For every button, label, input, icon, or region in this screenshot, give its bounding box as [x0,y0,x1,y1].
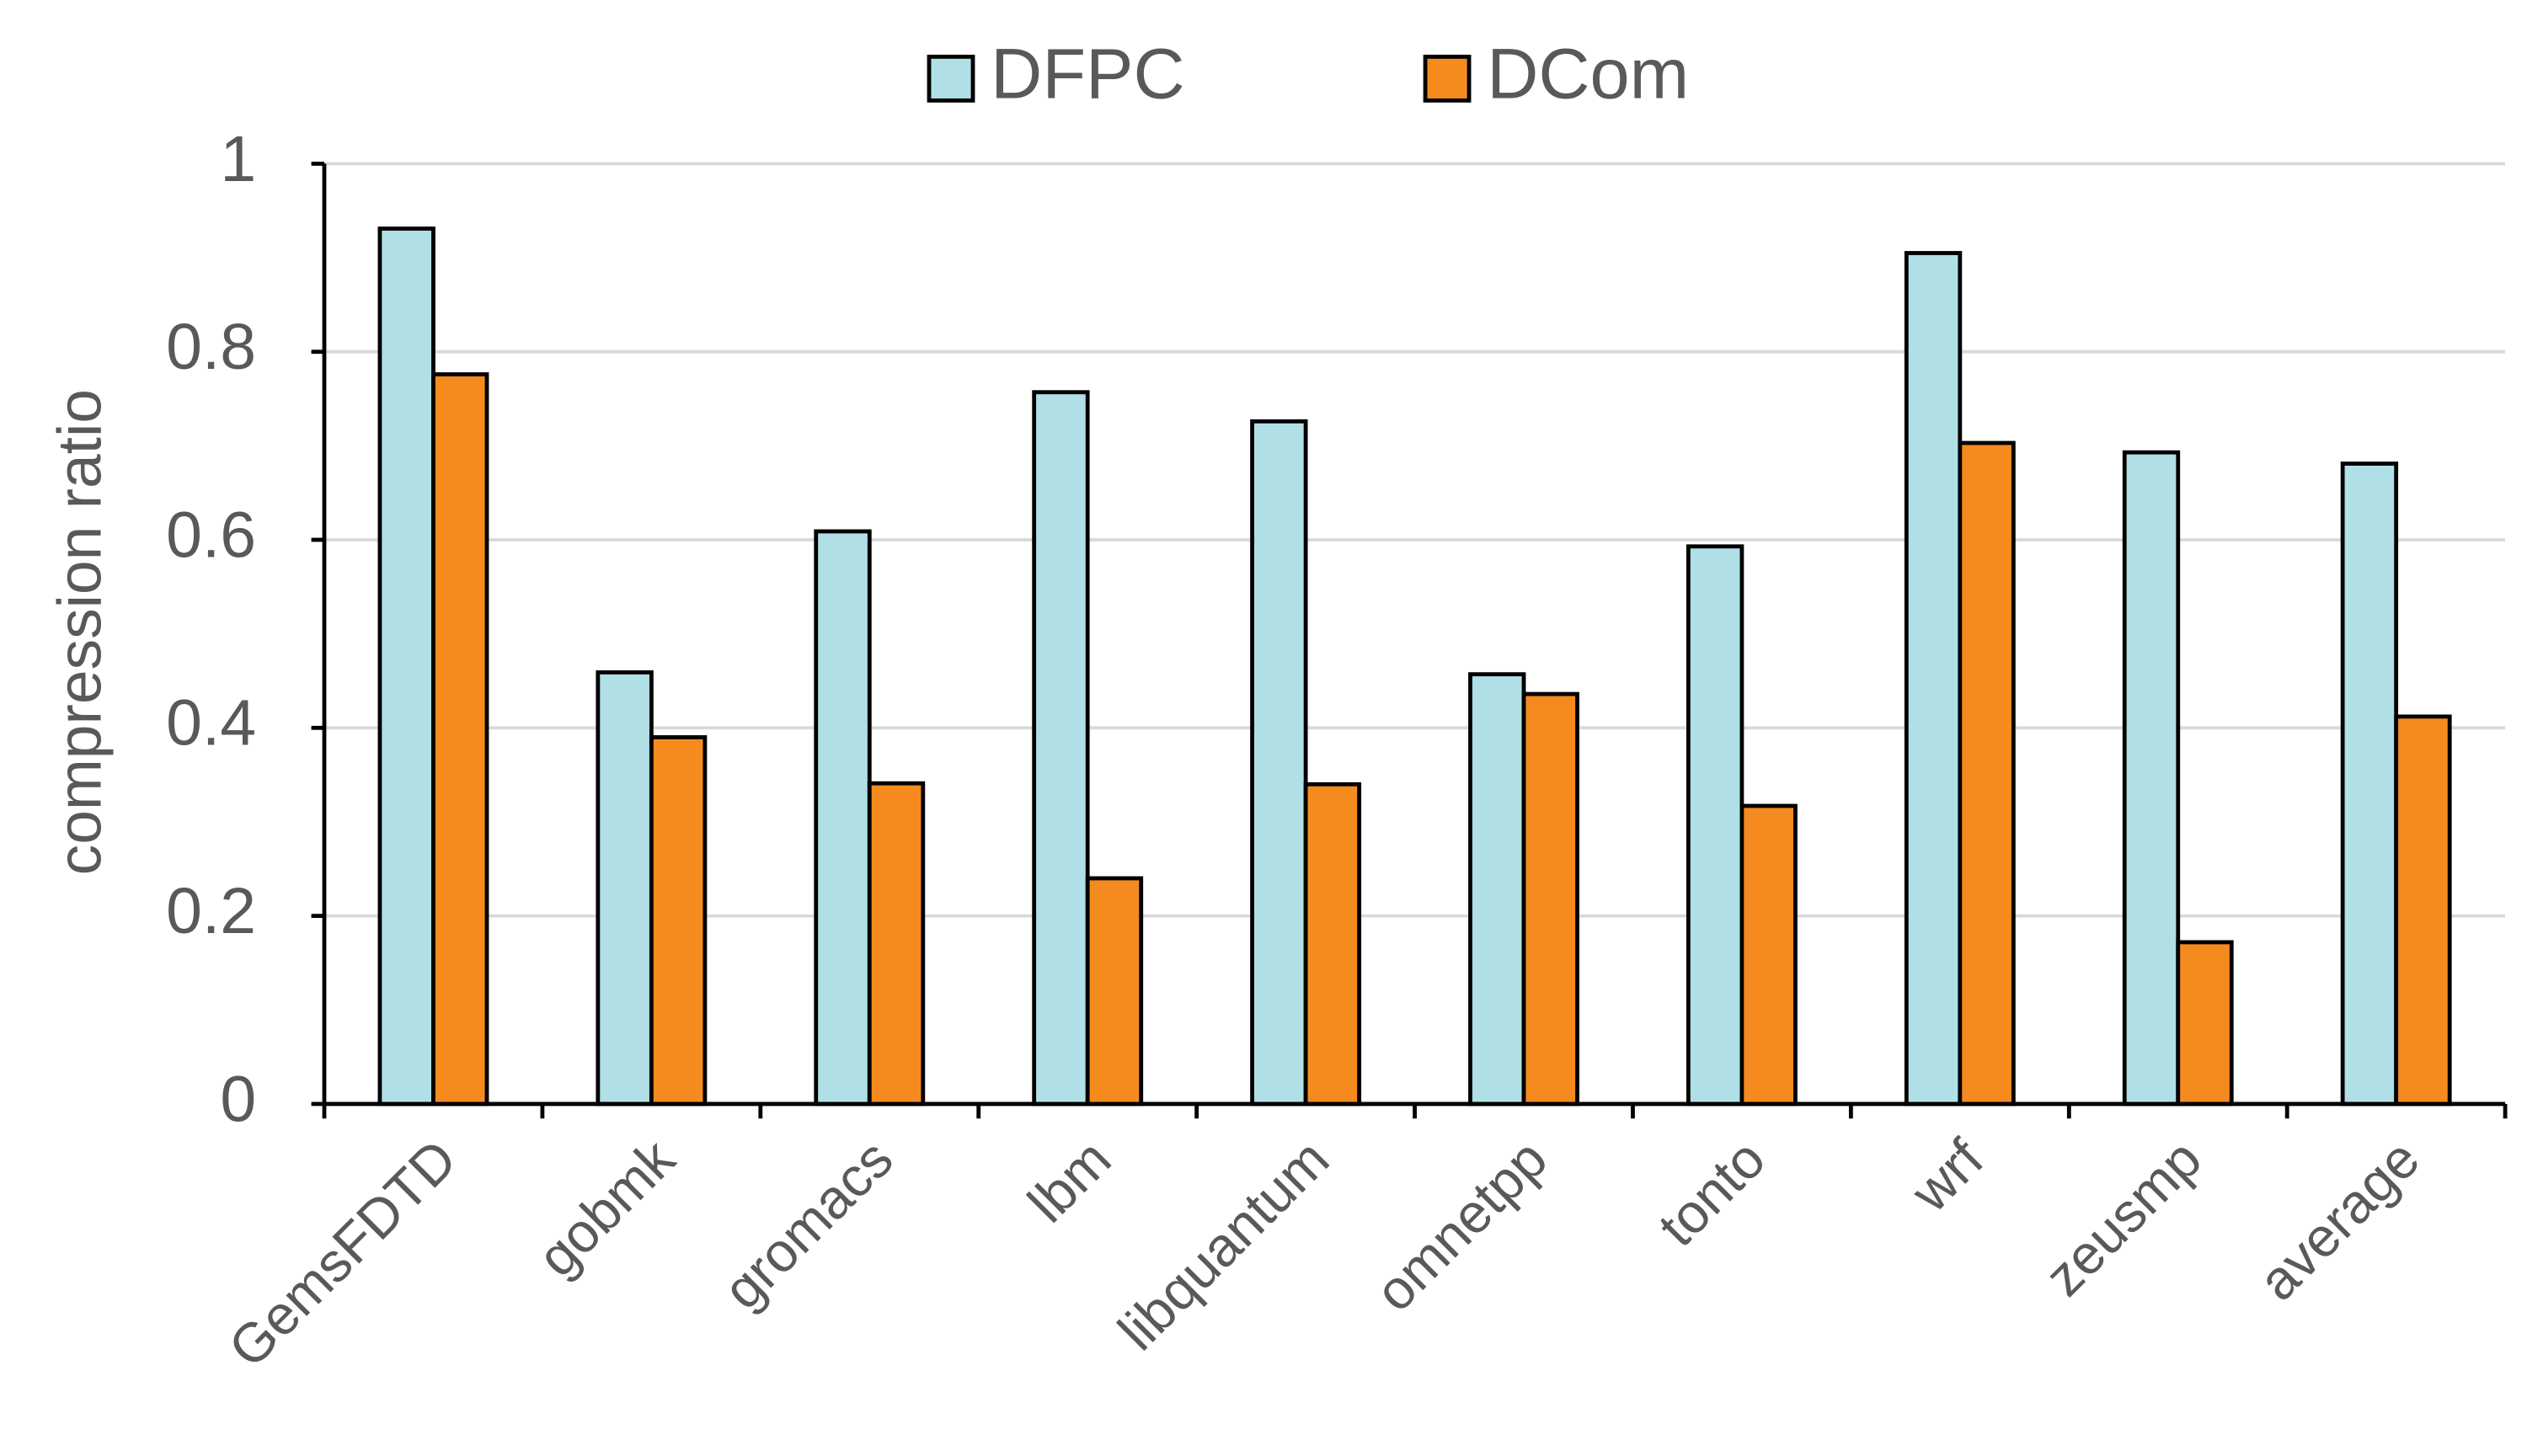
bar [2176,940,2234,1107]
y-axis-label: compression ratio [45,389,114,875]
bar [596,670,654,1107]
bar [377,227,435,1107]
x-tick-label: zeusmp [2033,1128,2213,1308]
bar [1739,803,1798,1107]
bar [2394,714,2452,1107]
bar [649,735,708,1107]
plot: compression ratio 0 0.2 0.4 0.6 0.8 1 GemsFDTD… [45,34,2508,1379]
y-tick-label: 0.4 [166,687,256,760]
y-tick-label: 1 [220,123,256,195]
bar [431,372,489,1107]
legend-label: DFPC [991,34,1185,114]
x-tick-label: GemsFDTD [216,1128,467,1379]
x-tick-label: average [2246,1128,2431,1312]
bar [1958,440,2016,1107]
x-tick-label: gobmk [526,1128,687,1288]
x-tick-label: gromacs [712,1128,905,1320]
x-tick-label: tonto [1647,1128,1777,1258]
bar [1521,691,1579,1107]
bar [1032,390,1090,1107]
bar [867,781,926,1107]
bar [1468,672,1526,1107]
legend-label: DCom [1487,34,1689,114]
bar [1303,781,1362,1107]
y-tick-label: 0.8 [166,311,256,383]
x-tick-label: libquantum [1106,1128,1340,1362]
legend-swatch [1423,54,1472,103]
x-tick-label: wrf [1899,1128,1995,1224]
x-tick-label: lbm [1016,1128,1122,1234]
bar [2340,461,2399,1107]
bar [1085,876,1144,1107]
y-tick-label: 0.2 [166,875,256,947]
y-tick-label: 0.6 [166,499,256,571]
bar [1686,544,1744,1107]
y-tick-label: 0 [220,1063,256,1135]
bar [814,529,872,1107]
x-tick-label: omnetpp [1364,1128,1559,1323]
bar [2122,450,2181,1107]
bar [1904,251,1963,1107]
bar [1250,419,1308,1107]
legend-swatch [927,54,975,103]
